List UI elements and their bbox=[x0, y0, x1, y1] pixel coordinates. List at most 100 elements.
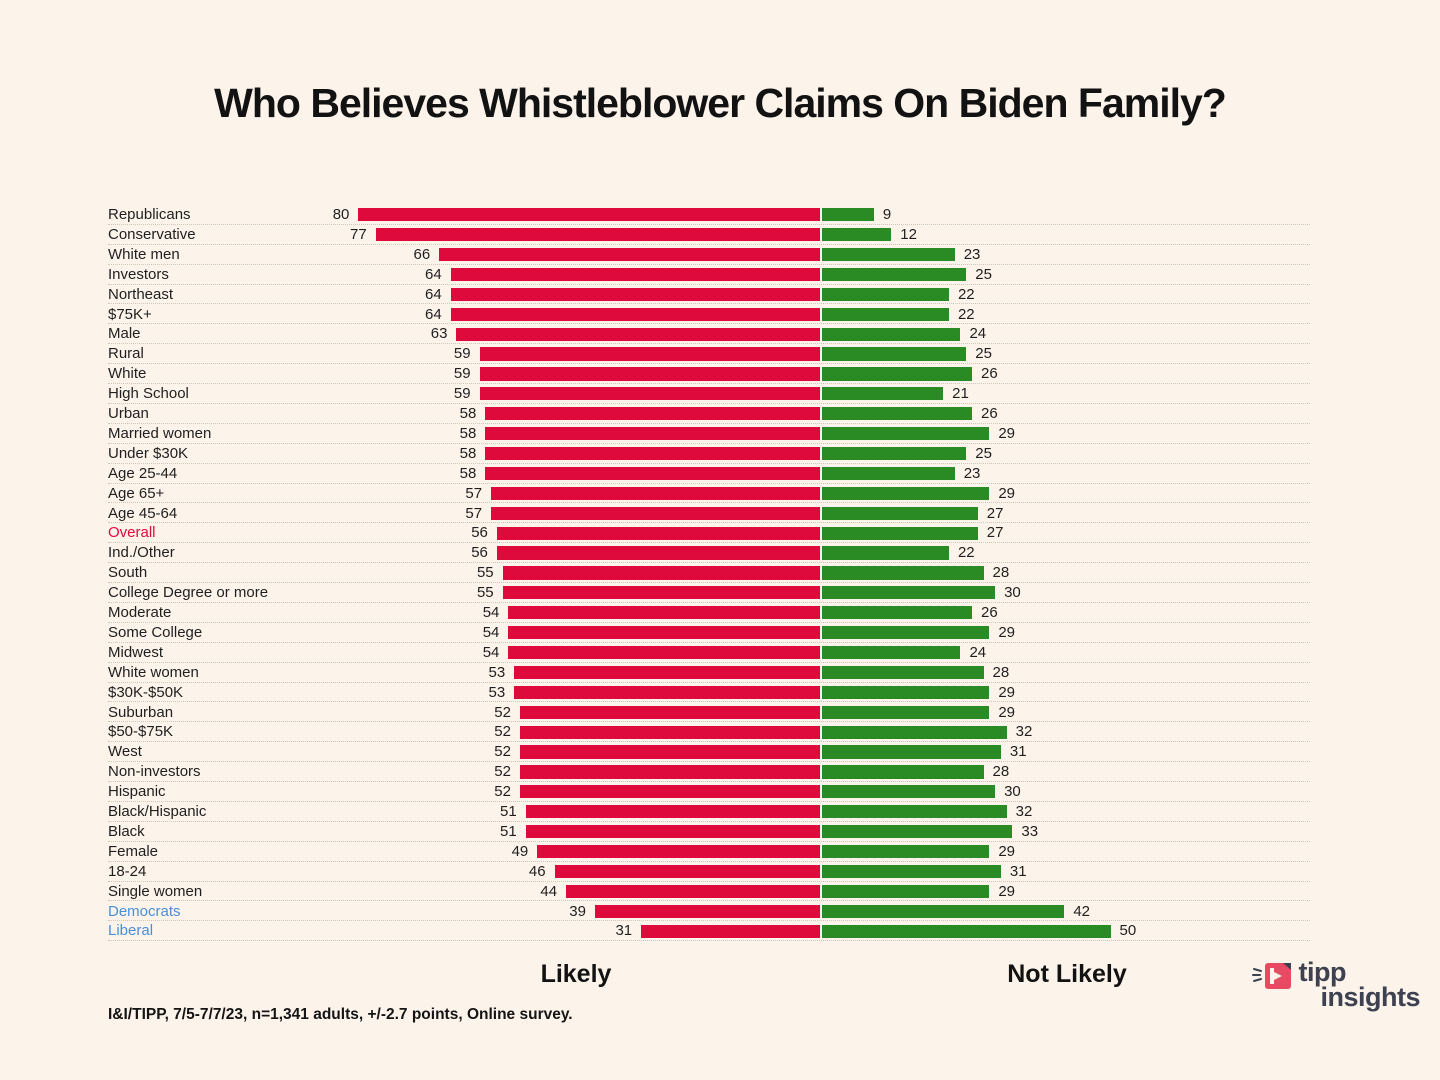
likely-bar bbox=[485, 427, 820, 441]
chart-row: College Degree or more 55 30 bbox=[0, 583, 1440, 603]
category-label: Republicans bbox=[108, 206, 191, 223]
not-likely-value: 29 bbox=[998, 424, 1016, 442]
row-separator bbox=[108, 343, 1310, 345]
category-label: Liberal bbox=[108, 922, 154, 940]
likely-value: 55 bbox=[476, 564, 494, 582]
likely-bar bbox=[491, 486, 820, 500]
likely-value: 64 bbox=[425, 305, 442, 323]
not-likely-value: 23 bbox=[963, 245, 981, 263]
category-label: Under $30K bbox=[108, 444, 189, 462]
row-separator bbox=[108, 701, 1310, 703]
row-separator bbox=[108, 621, 1310, 623]
not-likely-bar bbox=[822, 685, 990, 699]
category-label: Moderate bbox=[108, 604, 172, 621]
likely-bar bbox=[456, 327, 820, 341]
category-label: Male bbox=[108, 325, 141, 343]
not-likely-value: 29 bbox=[998, 882, 1016, 900]
source-note: I&I/TIPP, 7/5-7/7/23, n=1,341 adults, +/… bbox=[108, 1006, 573, 1023]
chart-row: Ind./Other 56 22 bbox=[0, 543, 1440, 564]
likely-value: 51 bbox=[500, 803, 517, 820]
category-label: Urban bbox=[108, 405, 149, 422]
likely-value: 52 bbox=[494, 763, 511, 781]
row-separator bbox=[108, 542, 1310, 544]
likely-value: 58 bbox=[459, 424, 477, 442]
chart-row: Black/Hispanic 51 32 bbox=[0, 802, 1440, 822]
chart-row: Investors 64 25 bbox=[0, 265, 1440, 285]
not-likely-value: 31 bbox=[1009, 743, 1027, 761]
not-likely-bar bbox=[822, 785, 996, 799]
category-label: White men bbox=[108, 245, 180, 263]
not-likely-value: 21 bbox=[952, 385, 969, 403]
not-likely-value: 31 bbox=[1009, 862, 1027, 880]
likely-value: 59 bbox=[453, 345, 471, 363]
chart-row: Republicans 80 9 bbox=[0, 205, 1440, 225]
row-separator bbox=[108, 721, 1310, 723]
chart-row: $30K-$50K 53 29 bbox=[0, 683, 1440, 703]
not-likely-bar bbox=[822, 844, 990, 859]
not-likely-bar bbox=[822, 864, 1001, 879]
not-likely-bar bbox=[822, 407, 973, 421]
row-separator bbox=[108, 442, 1310, 444]
category-label: Conservative bbox=[108, 225, 196, 243]
category-label: Non-investors bbox=[108, 763, 201, 781]
not-likely-value: 29 bbox=[998, 703, 1016, 721]
chart-row: Age 25-44 58 23 bbox=[0, 464, 1440, 484]
not-likely-bar bbox=[822, 427, 990, 441]
likely-bar bbox=[514, 685, 820, 699]
likely-value: 63 bbox=[430, 325, 448, 343]
likely-value: 56 bbox=[471, 544, 488, 562]
not-likely-bar bbox=[822, 546, 949, 560]
not-likely-bar bbox=[822, 387, 944, 401]
likely-value: 58 bbox=[459, 464, 477, 482]
likely-value: 55 bbox=[476, 584, 494, 602]
likely-bar bbox=[485, 407, 820, 421]
not-likely-value: 26 bbox=[981, 405, 998, 422]
not-likely-bar bbox=[822, 725, 1007, 739]
row-separator bbox=[108, 283, 1310, 285]
chart-row: High School 59 21 bbox=[0, 384, 1440, 404]
not-likely-bar bbox=[822, 586, 996, 600]
not-likely-bar bbox=[822, 884, 990, 898]
row-separator bbox=[108, 601, 1310, 603]
row-separator bbox=[108, 681, 1310, 683]
likely-bar bbox=[519, 765, 820, 779]
likely-bar bbox=[514, 665, 820, 680]
category-label: Investors bbox=[108, 265, 169, 283]
not-likely-value: 33 bbox=[1021, 822, 1039, 840]
not-likely-value: 29 bbox=[998, 623, 1016, 641]
not-likely-value: 29 bbox=[998, 683, 1016, 701]
chart-row: Under $30K 58 25 bbox=[0, 444, 1440, 464]
likely-bar bbox=[485, 446, 820, 461]
likely-bar bbox=[358, 208, 820, 222]
not-likely-bar bbox=[822, 805, 1007, 819]
not-likely-bar bbox=[822, 506, 978, 520]
likely-value: 54 bbox=[482, 604, 500, 621]
chart-row: White 59 26 bbox=[0, 364, 1440, 385]
likely-value: 58 bbox=[459, 444, 477, 462]
chart-row: Rural 59 25 bbox=[0, 344, 1440, 365]
row-separator bbox=[108, 422, 1310, 424]
row-separator bbox=[108, 223, 1310, 225]
likely-bar bbox=[537, 844, 820, 859]
likely-value: 59 bbox=[453, 365, 471, 383]
row-separator bbox=[108, 263, 1310, 265]
chart-row: White men 66 23 bbox=[0, 245, 1440, 265]
likely-bar bbox=[519, 705, 820, 719]
chart-row: Age 65+ 57 29 bbox=[0, 484, 1440, 504]
category-label: $75K+ bbox=[108, 305, 152, 323]
likely-bar bbox=[519, 725, 820, 739]
not-likely-bar bbox=[822, 825, 1013, 839]
category-label: Democrats bbox=[108, 902, 181, 920]
likely-bar bbox=[566, 884, 820, 898]
likely-value: 31 bbox=[615, 922, 633, 940]
not-likely-axis-label: Not Likely bbox=[1007, 960, 1127, 988]
category-label: 18-24 bbox=[108, 862, 147, 880]
likely-value: 54 bbox=[482, 643, 500, 661]
row-separator bbox=[108, 661, 1310, 663]
not-likely-value: 24 bbox=[969, 325, 987, 343]
row-separator bbox=[108, 641, 1310, 643]
not-likely-value: 9 bbox=[882, 206, 892, 223]
likely-bar bbox=[485, 466, 820, 481]
likely-value: 56 bbox=[471, 524, 488, 542]
row-separator bbox=[108, 303, 1310, 305]
